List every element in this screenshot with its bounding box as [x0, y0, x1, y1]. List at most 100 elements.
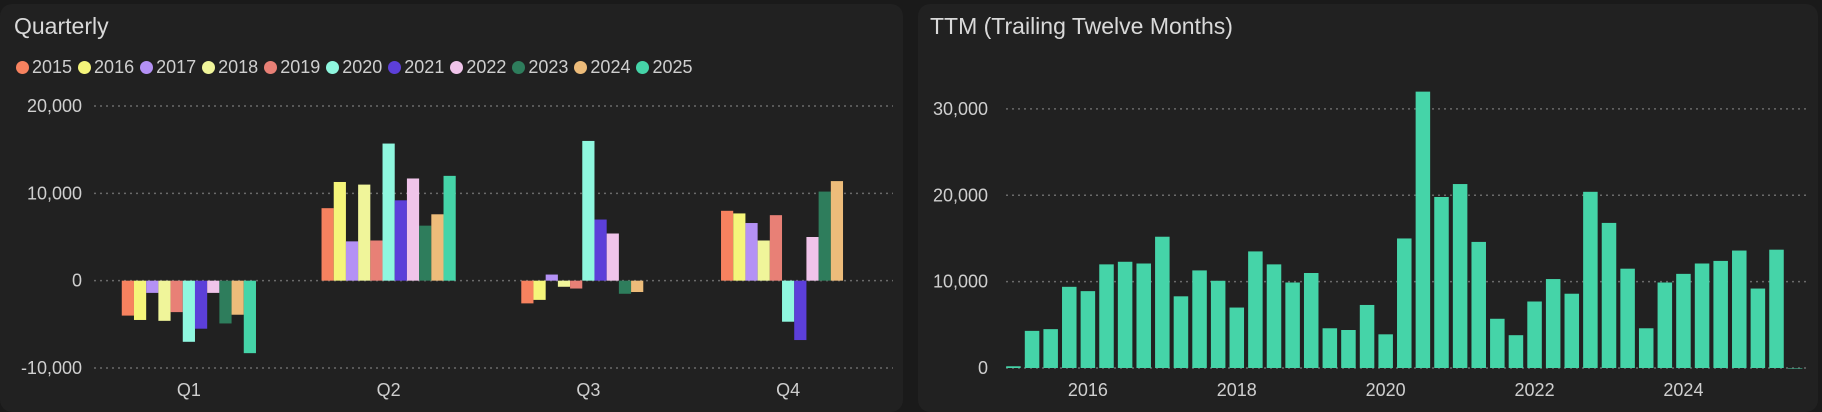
legend-label: 2018: [218, 57, 259, 77]
legend-item-2018[interactable]: 2018: [202, 57, 258, 78]
ttm-bar: [1676, 273, 1691, 368]
ttm-bar: [1545, 279, 1561, 368]
legend-item-2016[interactable]: 2016: [78, 57, 134, 78]
legend-label: 2016: [94, 57, 135, 77]
x-tick-label: 2018: [1217, 380, 1257, 400]
bar-2015-Q2: [321, 208, 334, 281]
ttm-bar: [1006, 366, 1021, 368]
legend-item-2022[interactable]: 2022: [450, 57, 506, 78]
ttm-bar: [1285, 282, 1300, 368]
ttm-bar: [1657, 282, 1673, 368]
bar-2021-Q1: [194, 280, 208, 329]
bar-2017-Q4: [745, 223, 758, 281]
bar-2018-Q3: [557, 280, 571, 287]
quarterly-bar-chart: -10,000 0 10,000 20,000 Q1 Q2 Q3 Q4: [21, 96, 893, 400]
y-tick-label: 0: [72, 271, 82, 291]
legend-item-2019[interactable]: 2019: [264, 57, 320, 78]
bar-2023-Q3: [618, 280, 632, 294]
x-tick-label: 2020: [1366, 380, 1406, 400]
legend-label: 2020: [342, 57, 383, 77]
legend-item-2021[interactable]: 2021: [388, 57, 444, 78]
ttm-bar: [1155, 236, 1170, 368]
bar-2017-Q2: [345, 241, 359, 281]
ttm-bar: [1750, 288, 1766, 368]
legend-label: 2017: [156, 57, 197, 77]
bar-2015-Q4: [721, 210, 734, 281]
legend-swatch: [326, 61, 340, 74]
ttm-bar: [1527, 301, 1542, 368]
legend-item-2017[interactable]: 2017: [140, 57, 196, 78]
legend-label: 2021: [404, 57, 445, 77]
bar-2023-Q1: [219, 280, 232, 324]
bar-2015-Q3: [521, 280, 534, 304]
x-tick-label: 2024: [1663, 380, 1703, 400]
bar-2016-Q4: [733, 213, 746, 281]
ttm-bar: [1080, 291, 1096, 368]
bar-2025-Q2: [443, 175, 456, 281]
legend-swatch: [140, 61, 154, 74]
legend-label: 2022: [466, 57, 507, 77]
ttm-bar: [1229, 307, 1245, 368]
bar-2023-Q4: [818, 191, 831, 281]
quarterly-legend: 2015 2016 2017 2018 2019 2020 2021 2022 2023 2024…: [16, 57, 699, 78]
bar-2020-Q4: [782, 280, 795, 322]
ttm-bar: [1415, 91, 1431, 369]
legend-item-2015[interactable]: 2015: [16, 57, 72, 78]
x-tick-label: Q4: [776, 380, 800, 400]
legend-item-2024[interactable]: 2024: [574, 57, 630, 78]
legend-label: 2019: [280, 57, 321, 77]
bar-2023-Q2: [419, 225, 432, 281]
quarterly-chart-title: Quarterly: [14, 13, 109, 39]
bar-2015-Q1: [121, 280, 134, 316]
bar-2018-Q2: [358, 184, 371, 281]
bar-2024-Q2: [431, 214, 444, 281]
ttm-bar: [1359, 304, 1375, 368]
legend-swatch: [450, 61, 464, 74]
legend-label: 2024: [590, 57, 631, 77]
y-tick-label: 10,000: [27, 183, 82, 203]
bar-2019-Q2: [370, 240, 383, 281]
ttm-bar: [1062, 286, 1077, 368]
y-tick-label: 20,000: [27, 96, 82, 116]
ttm-bar: [1490, 318, 1505, 368]
ttm-bar: [1508, 335, 1524, 368]
ttm-bar: [1694, 263, 1710, 368]
ttm-bar: [1266, 264, 1282, 368]
legend-item-2025[interactable]: 2025: [636, 57, 693, 78]
legend-swatch: [78, 61, 92, 74]
y-tick-label: 30,000: [933, 99, 988, 119]
y-tick-label: -10,000: [21, 358, 82, 378]
bar-2020-Q1: [182, 280, 195, 342]
bar-2019-Q3: [570, 280, 583, 289]
ttm-bar: [1434, 197, 1449, 368]
legend-swatch: [388, 61, 402, 74]
ttm-bar: [1043, 329, 1058, 368]
ttm-bar: [1583, 191, 1598, 368]
bar-2022-Q3: [606, 233, 619, 281]
ttm-bar: [1713, 260, 1728, 368]
ttm-bar: [1248, 251, 1263, 368]
legend-swatch: [264, 61, 278, 74]
bar-2021-Q3: [594, 219, 607, 281]
bar-2020-Q3: [582, 140, 595, 281]
bar-2025-Q1: [243, 280, 256, 354]
ttm-bar-chart: 0 10,000 20,000 30,000 2016 2018 2020 2022 2024: [933, 91, 1810, 400]
ttm-panel: TTM (Trailing Twelve Months) 0 10,000 20,0…: [918, 4, 1818, 412]
ttm-bar: [1099, 264, 1114, 368]
legend-item-2020[interactable]: 2020: [326, 57, 382, 78]
ttm-bar: [1564, 293, 1580, 368]
bar-2022-Q4: [806, 237, 819, 281]
ttm-bar: [1173, 296, 1189, 368]
bar-2024-Q1: [231, 280, 244, 315]
legend-item-2023[interactable]: 2023: [512, 57, 568, 78]
ttm-bar: [1452, 184, 1468, 368]
x-tick-label: Q3: [576, 380, 600, 400]
bar-2017-Q3: [545, 274, 558, 281]
ttm-bar: [1024, 330, 1040, 368]
ttm-bar: [1787, 368, 1803, 369]
ttm-bar: [1136, 263, 1151, 368]
legend-swatch: [512, 61, 526, 74]
bar-2020-Q2: [382, 143, 395, 281]
x-tick-label: Q1: [177, 380, 201, 400]
bar-2021-Q4: [794, 280, 807, 341]
